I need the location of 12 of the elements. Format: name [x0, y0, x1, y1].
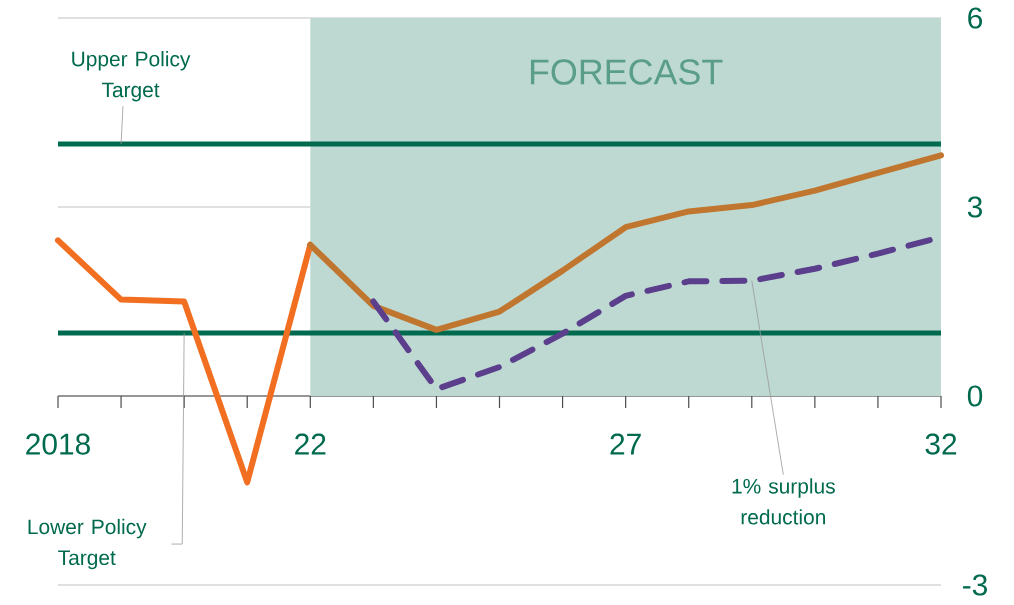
- y-tick-label: 0: [967, 385, 983, 407]
- x-tick-label: 32: [925, 433, 957, 455]
- text: 1% surplus reduction: [732, 478, 835, 525]
- band-label: FORECAST: [530, 59, 723, 85]
- x-tick-label: 27: [610, 433, 641, 455]
- y-tick-label: 6: [968, 7, 983, 29]
- ref-line-label: Lower Policy Target: [28, 518, 147, 570]
- ref-line-label: Upper Policy Target: [72, 51, 191, 102]
- x-tick-label: 2018: [26, 433, 90, 455]
- x-tick-label: 22: [295, 433, 326, 455]
- y-tick-label: 3: [967, 196, 983, 218]
- y-tick-label: -3: [963, 574, 987, 596]
